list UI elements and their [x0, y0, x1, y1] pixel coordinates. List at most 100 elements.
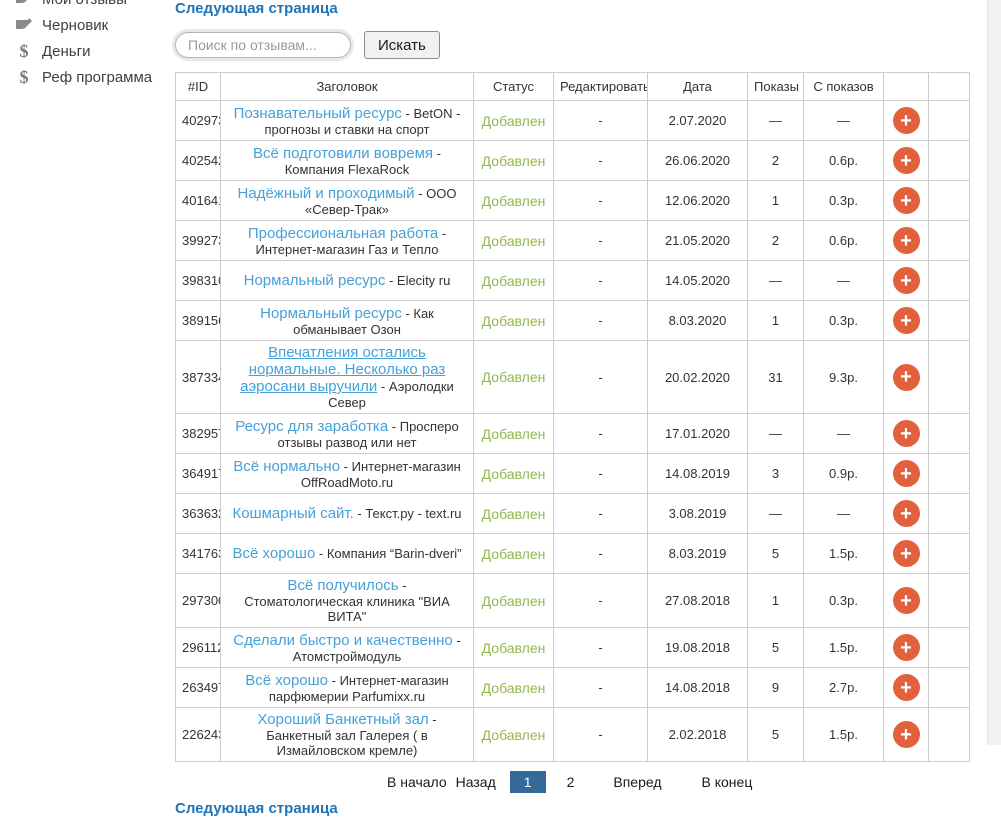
review-status: Добавлен: [473, 453, 554, 494]
review-title: Всё хорошо - Интернет-магазин парфюмерии…: [220, 667, 474, 708]
review-id: 389156: [175, 300, 221, 341]
review-status: Добавлен: [473, 300, 554, 341]
empty-cell: [928, 413, 970, 454]
pagination-page-1[interactable]: 1: [509, 771, 546, 793]
review-shows: 1: [747, 180, 804, 221]
column-header: Редактировать: [553, 72, 648, 101]
review-title: Всё подготовили вовремя - Компания Flexa…: [220, 140, 474, 181]
add-cell: +: [883, 707, 929, 762]
review-shows: 3: [747, 453, 804, 494]
review-earned: 0.3р.: [803, 180, 884, 221]
add-button[interactable]: +: [892, 634, 920, 661]
review-date: 14.08.2019: [647, 453, 748, 494]
review-title-rest: - Интернет-магазин OffRoadMoto.ru: [300, 458, 461, 490]
empty-cell: [928, 707, 970, 762]
review-id: 296112: [175, 627, 221, 668]
add-button[interactable]: +: [892, 500, 920, 527]
pagination-page-2[interactable]: 2: [566, 774, 575, 790]
review-title-link[interactable]: Всё хорошо: [245, 671, 329, 689]
review-status: Добавлен: [473, 100, 554, 141]
sidebar-item-money[interactable]: $ Деньги: [15, 38, 152, 64]
review-edit: -: [553, 533, 648, 574]
table-header-row: #ID Заголовок Статус Редактировать Дата Показ…: [175, 72, 970, 101]
sidebar-item-my-reviews[interactable]: Мои отзывы: [15, 0, 152, 12]
review-id: 399273: [175, 220, 221, 261]
add-cell: +: [883, 573, 929, 628]
pagination-to-start[interactable]: В начало: [387, 774, 447, 790]
pagination-back[interactable]: Назад: [455, 774, 496, 790]
review-earned: —: [803, 493, 884, 534]
review-title: Нормальный ресурс - Elecity ru: [220, 260, 474, 301]
add-button[interactable]: +: [892, 227, 920, 254]
review-title-link[interactable]: Профессиональная работа: [247, 224, 439, 242]
main-content: Следующая страница Искать #IDЗаголовокСт…: [175, 0, 970, 818]
review-title-link[interactable]: Надёжный и проходимый: [237, 184, 415, 202]
review-title-link[interactable]: Всё получилось: [287, 577, 399, 594]
review-title-link[interactable]: Нормальный ресурс: [243, 272, 386, 289]
add-cell: +: [883, 533, 929, 574]
add-button[interactable]: +: [892, 587, 920, 614]
review-title-link[interactable]: Познавательный ресурс: [233, 104, 402, 122]
review-edit: -: [553, 667, 648, 708]
review-earned: —: [803, 260, 884, 301]
review-status: Добавлен: [473, 180, 554, 221]
review-title-link[interactable]: Всё подготовили вовремя: [253, 144, 434, 162]
review-date: 27.08.2018: [647, 573, 748, 628]
review-date: 8.03.2020: [647, 300, 748, 341]
review-title: Ресурс для заработка - Просперо отзывы р…: [220, 413, 474, 454]
pagination-forward[interactable]: Вперед: [613, 774, 662, 790]
review-title-rest: - Текст.ру - text.ru: [353, 506, 462, 521]
review-id: 263497: [175, 667, 221, 708]
review-id: 401641: [175, 180, 221, 221]
scrollbar[interactable]: [987, 0, 1001, 745]
table-row: 402542 Всё подготовили вовремя - Компани…: [175, 140, 970, 181]
add-button[interactable]: +: [892, 674, 920, 701]
review-status: Добавлен: [473, 707, 554, 762]
next-page-link-bottom[interactable]: Следующая страница: [175, 800, 338, 817]
add-button[interactable]: +: [892, 460, 920, 487]
column-header: С показов: [803, 72, 884, 101]
sidebar-item-referral[interactable]: $ Реф программа: [15, 64, 153, 90]
review-title-link[interactable]: Хороший Банкетный зал: [257, 711, 429, 728]
add-cell: +: [883, 260, 929, 301]
column-header: Статус: [473, 72, 554, 101]
table-row: 387334 Впечатления остались нормальные. …: [175, 340, 970, 414]
review-title-link[interactable]: Всё нормально: [233, 457, 341, 475]
review-date: 14.08.2018: [647, 667, 748, 708]
sidebar-item-draft[interactable]: Черновик: [15, 12, 152, 38]
draft-icon: [15, 0, 33, 7]
review-title-link[interactable]: Кошмарный сайт.: [232, 505, 354, 522]
review-id: 341763: [175, 533, 221, 574]
add-button[interactable]: +: [892, 267, 920, 294]
add-button[interactable]: +: [892, 307, 920, 334]
add-button[interactable]: +: [892, 107, 920, 134]
review-title-link[interactable]: Всё хорошо: [232, 545, 316, 562]
add-button[interactable]: +: [892, 187, 920, 214]
empty-cell: [928, 667, 970, 708]
search-input[interactable]: [175, 32, 351, 58]
review-title-link[interactable]: Впечатления остались нормальные. Несколь…: [240, 344, 446, 395]
review-title: Всё нормально - Интернет-магазин OffRoad…: [220, 453, 474, 494]
review-title: Сделали быстро и качественно - Атомстрой…: [220, 627, 474, 668]
add-cell: +: [883, 627, 929, 668]
next-page-link-top[interactable]: Следующая страница: [175, 0, 338, 17]
pagination: В начало Назад 1 2 Вперед В конец: [387, 771, 969, 793]
add-button[interactable]: +: [892, 420, 920, 447]
review-title-rest: - ООО «Север-Трак»: [305, 185, 457, 217]
empty-cell: [928, 493, 970, 534]
add-button[interactable]: +: [892, 147, 920, 174]
add-button[interactable]: +: [892, 721, 920, 748]
review-edit: -: [553, 140, 648, 181]
review-title-link[interactable]: Ресурс для заработка: [235, 417, 389, 435]
add-button[interactable]: +: [892, 363, 920, 391]
review-title-link[interactable]: Нормальный ресурс: [260, 304, 402, 322]
review-title-link[interactable]: Сделали быстро и качественно: [233, 631, 453, 649]
pagination-to-end[interactable]: В конец: [701, 774, 753, 790]
review-title: Кошмарный сайт. - Текст.ру - text.ru: [220, 493, 474, 534]
review-date: 19.08.2018: [647, 627, 748, 668]
search-button[interactable]: Искать: [364, 31, 440, 59]
add-cell: +: [883, 340, 929, 414]
review-shows: 5: [747, 627, 804, 668]
add-button[interactable]: +: [892, 540, 920, 567]
review-title: Всё получилось - Стоматологическая клини…: [220, 573, 474, 628]
